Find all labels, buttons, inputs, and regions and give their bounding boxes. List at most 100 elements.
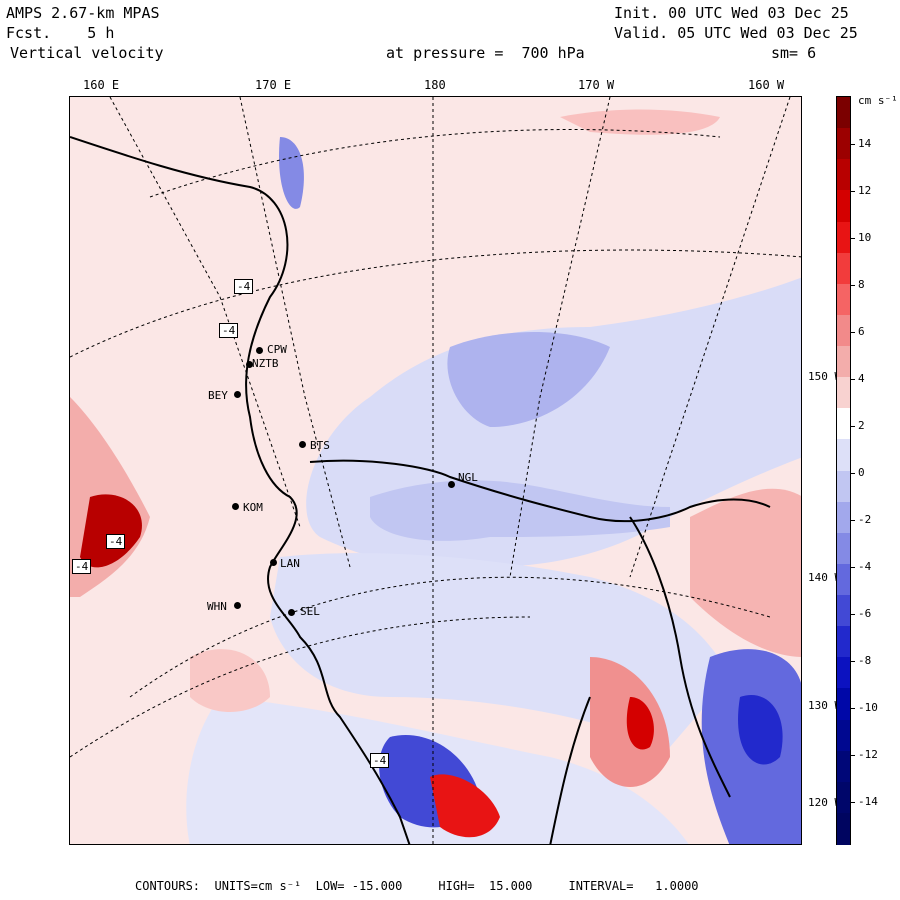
colorbar-segment: [837, 750, 850, 783]
lon-label-170e: 170 E: [255, 78, 292, 92]
colorbar-tick-label: -14: [858, 795, 878, 808]
colorbar-segment: [837, 470, 850, 503]
station-dot-nztb: [246, 361, 253, 368]
colorbar-segment: [837, 283, 850, 316]
colorbar-segment: [837, 595, 850, 627]
colorbar-segment: [837, 812, 850, 845]
colorbar-segment: [837, 439, 850, 471]
colorbar-tick-label: 10: [858, 231, 872, 244]
colorbar-segment: [837, 563, 850, 596]
smoothing-value: sm= 6: [771, 44, 817, 62]
forecast-hour: Fcst. 5 h: [6, 24, 115, 42]
colorbar-tick-label: 12: [858, 184, 872, 197]
colorbar-tick-mark: [851, 238, 855, 239]
colorbar-tick-mark: [851, 661, 855, 662]
colorbar: [836, 96, 851, 845]
colorbar-tick-mark: [851, 144, 855, 145]
colorbar-tick-label: 0: [858, 466, 865, 479]
colorbar-tick-label: -12: [858, 748, 878, 761]
station-nztb: NZTB: [252, 357, 279, 370]
contour-info: CONTOURS: UNITS=cm s⁻¹ LOW= -15.000 HIGH…: [135, 879, 699, 893]
colorbar-tick-label: -2: [858, 513, 872, 526]
colorbar-segment: [837, 346, 850, 378]
contour-label: -4: [234, 279, 254, 294]
station-dot-lan: [270, 559, 277, 566]
contour-label: -4: [370, 753, 390, 768]
strong-positive-south: [430, 774, 500, 838]
station-cpw: CPW: [267, 343, 287, 356]
contour-label: -4: [219, 323, 239, 338]
valid-time: Valid. 05 UTC Wed 03 Dec 25: [614, 24, 858, 42]
pressure-level: at pressure = 700 hPa: [386, 44, 585, 62]
colorbar-tick-mark: [851, 379, 855, 380]
colorbar-segment: [837, 408, 850, 440]
colorbar-segment: [837, 97, 850, 129]
colorbar-segment: [837, 657, 850, 689]
strong-dipole-west: [80, 494, 142, 568]
colorbar-tick-label: 8: [858, 278, 865, 291]
contour-label: -4: [106, 534, 126, 549]
colorbar-tick-mark: [851, 802, 855, 803]
strong-positive-core: [626, 697, 654, 750]
colorbar-segment: [837, 128, 850, 160]
colorbar-tick-mark: [851, 191, 855, 192]
lon-label-160e: 160 E: [83, 78, 120, 92]
colorbar-segment: [837, 626, 850, 658]
lon-label-160w: 160 W: [748, 78, 785, 92]
colorbar-segment: [837, 159, 850, 191]
station-kom: KOM: [243, 501, 263, 514]
station-ngl: NGL: [458, 471, 478, 484]
colorbar-tick-label: -4: [858, 560, 872, 573]
map-canvas: [70, 97, 801, 844]
vertical-velocity-map: CPW NZTB BEY BTS NGL KOM LAN WHN SEL -4 …: [69, 96, 802, 845]
colorbar-tick-label: -8: [858, 654, 872, 667]
station-lan: LAN: [280, 557, 300, 570]
colorbar-tick-mark: [851, 520, 855, 521]
colorbar-tick-label: 2: [858, 419, 865, 432]
colorbar-segment: [837, 719, 850, 752]
station-sel: SEL: [300, 605, 320, 618]
coastline: [70, 136, 771, 844]
colorbar-segment: [837, 377, 850, 409]
colorbar-tick-label: -6: [858, 607, 872, 620]
station-bts: BTS: [310, 439, 330, 452]
station-dot-ngl: [448, 481, 455, 488]
colorbar-segment: [837, 190, 850, 222]
colorbar-segment: [837, 501, 850, 534]
station-dot-bey: [234, 391, 241, 398]
init-time: Init. 00 UTC Wed 03 Dec 25: [614, 4, 849, 22]
station-dot-kom: [232, 503, 239, 510]
colorbar-segment: [837, 221, 850, 254]
colorbar-segment: [837, 314, 850, 347]
colorbar-tick-mark: [851, 332, 855, 333]
colorbar-tick-label: 14: [858, 137, 872, 150]
lon-label-170w: 170 W: [578, 78, 615, 92]
colorbar-tick-label: 4: [858, 372, 865, 385]
model-title: AMPS 2.67-km MPAS: [6, 4, 160, 22]
colorbar-tick-mark: [851, 614, 855, 615]
colorbar-tick-mark: [851, 473, 855, 474]
strong-dipole-north: [279, 137, 304, 209]
variable-name: Vertical velocity: [10, 44, 164, 62]
colorbar-tick-label: -10: [858, 701, 878, 714]
negative-region-mid: [447, 332, 610, 427]
positive-region-east: [690, 488, 801, 657]
station-whn: WHN: [207, 600, 227, 613]
colorbar-segment: [837, 688, 850, 720]
colorbar-tick-mark: [851, 755, 855, 756]
station-dot-sel: [288, 609, 295, 616]
contour-label: -4: [72, 559, 92, 574]
colorbar-tick-mark: [851, 567, 855, 568]
colorbar-unit: cm s⁻¹: [858, 94, 898, 107]
strong-negative-core: [738, 695, 783, 765]
station-bey: BEY: [208, 389, 228, 402]
colorbar-segment: [837, 532, 850, 565]
colorbar-tick-mark: [851, 708, 855, 709]
colorbar-segment: [837, 252, 850, 285]
lon-label-180: 180: [424, 78, 446, 92]
colorbar-tick-mark: [851, 426, 855, 427]
colorbar-tick-mark: [851, 285, 855, 286]
positive-region-northeast: [560, 109, 720, 135]
positive-region-southwest: [190, 649, 270, 712]
colorbar-segment: [837, 781, 850, 814]
